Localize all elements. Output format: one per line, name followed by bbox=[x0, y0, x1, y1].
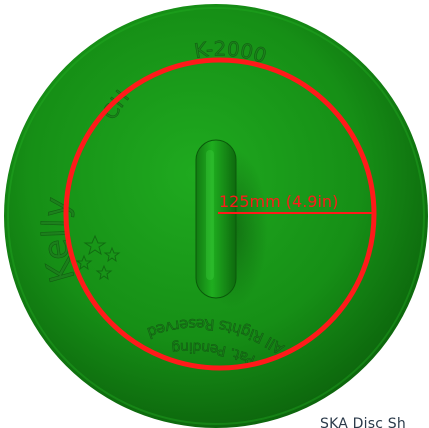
measurement-label: 125mm (4.9in) bbox=[219, 192, 338, 211]
center-knob bbox=[195, 139, 237, 299]
knob-highlight bbox=[206, 150, 214, 280]
disc-rim-highlight bbox=[7, 7, 425, 425]
emboss-stars-icon bbox=[75, 234, 121, 281]
caption-text: SKA Disc Sh bbox=[320, 416, 406, 428]
